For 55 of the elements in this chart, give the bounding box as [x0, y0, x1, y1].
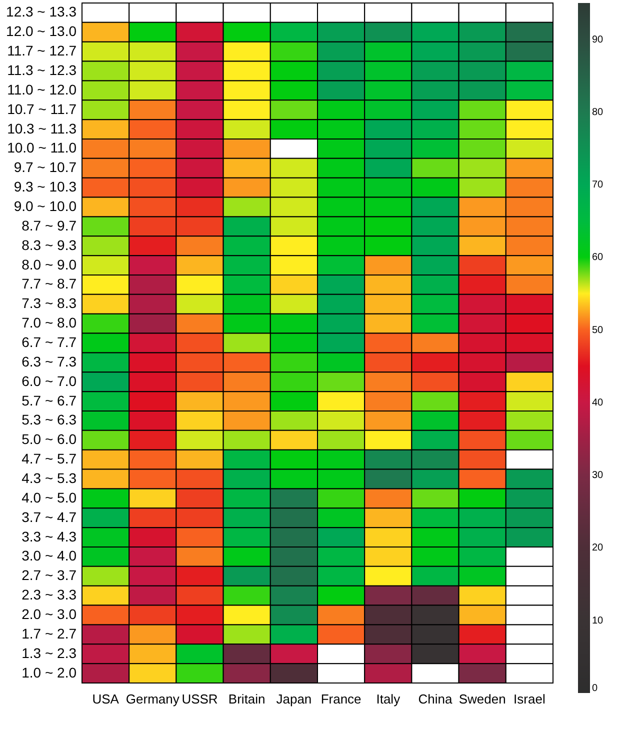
- x-tick-label: Sweden: [458, 692, 506, 706]
- x-tick-label: Japan: [276, 692, 312, 706]
- y-tick-label: 1.0 ~ 2.0: [22, 664, 77, 680]
- x-tick-label: Germany: [126, 692, 180, 706]
- y-tick-label: 3.3 ~ 4.3: [22, 528, 77, 544]
- color-bar-label: 10: [592, 615, 604, 626]
- y-tick-label: 1.7 ~ 2.7: [22, 625, 77, 642]
- y-tick-label: 8.3 ~ 9.3: [22, 236, 77, 253]
- y-tick-label: 11.7 ~ 12.7: [7, 42, 77, 59]
- color-bar-label: 70: [592, 180, 604, 191]
- y-tick-label: 5.0 ~ 6.0: [22, 431, 77, 448]
- y-tick-label: 12.3 ~ 13.3: [6, 4, 77, 20]
- y-tick-label: 2.7 ~ 3.7: [22, 567, 77, 584]
- y-tick-label: 9.3 ~ 10.3: [14, 178, 77, 195]
- y-tick-label: 7.3 ~ 8.3: [22, 295, 77, 312]
- y-tick-label: 4.3 ~ 5.3: [22, 470, 77, 486]
- y-tick-label: 8.7 ~ 9.7: [22, 217, 77, 234]
- color-bar-label: 20: [592, 542, 604, 554]
- y-tick-label: 11.0 ~ 12.0: [7, 81, 77, 98]
- y-tick-label: 12.0 ~ 13.0: [6, 23, 77, 40]
- y-tick-label: 10.0 ~ 11.0: [7, 140, 77, 156]
- y-tick-label: 2.0 ~ 3.0: [22, 606, 77, 622]
- x-tick-label: USSR: [182, 692, 218, 706]
- y-tick-label: 1.3 ~ 2.3: [22, 644, 77, 661]
- y-tick-label: 5.3 ~ 6.3: [22, 412, 77, 428]
- y-tick-label: 6.0 ~ 7.0: [22, 372, 77, 389]
- y-tick-label: 7.7 ~ 8.7: [22, 276, 77, 292]
- x-tick-label: Israel: [514, 692, 546, 706]
- color-bar-label: 30: [592, 470, 604, 482]
- y-tick-label: 10.3 ~ 11.3: [7, 120, 77, 136]
- y-tick-label: 7.0 ~ 8.0: [22, 314, 77, 331]
- x-tick-label: Italy: [376, 692, 401, 706]
- y-tick-label: 3.7 ~ 4.7: [22, 508, 77, 525]
- x-tick-label: China: [418, 692, 453, 706]
- color-bar-label: 60: [592, 252, 604, 264]
- color-bar-label: 90: [592, 34, 604, 46]
- x-tick-label: Britain: [228, 692, 266, 706]
- y-tick-label: 8.0 ~ 9.0: [22, 256, 77, 272]
- color-bar-label: 40: [592, 397, 604, 408]
- color-bar-label: 0: [592, 683, 598, 694]
- y-tick-label: 11.3 ~ 12.3: [7, 62, 77, 78]
- y-tick-label: 4.7 ~ 5.7: [22, 450, 77, 467]
- y-tick-label: 5.7 ~ 6.7: [22, 392, 77, 408]
- y-tick-label: 9.7 ~ 10.7: [14, 159, 77, 176]
- y-tick-label: 2.3 ~ 3.3: [22, 586, 77, 603]
- y-tick-label: 4.0 ~ 5.0: [22, 489, 77, 506]
- y-tick-label: 6.3 ~ 7.3: [22, 353, 77, 370]
- y-tick-label: 6.7 ~ 7.7: [22, 334, 77, 350]
- x-tick-label: USA: [92, 692, 120, 706]
- color-bar-label: 50: [592, 324, 604, 336]
- x-tick-label: France: [320, 692, 362, 706]
- y-tick-label: 10.7 ~ 11.7: [7, 100, 77, 117]
- color-bar-label: 80: [592, 106, 604, 118]
- y-tick-label: 3.0 ~ 4.0: [22, 548, 77, 564]
- y-tick-label: 9.0 ~ 10.0: [14, 198, 77, 214]
